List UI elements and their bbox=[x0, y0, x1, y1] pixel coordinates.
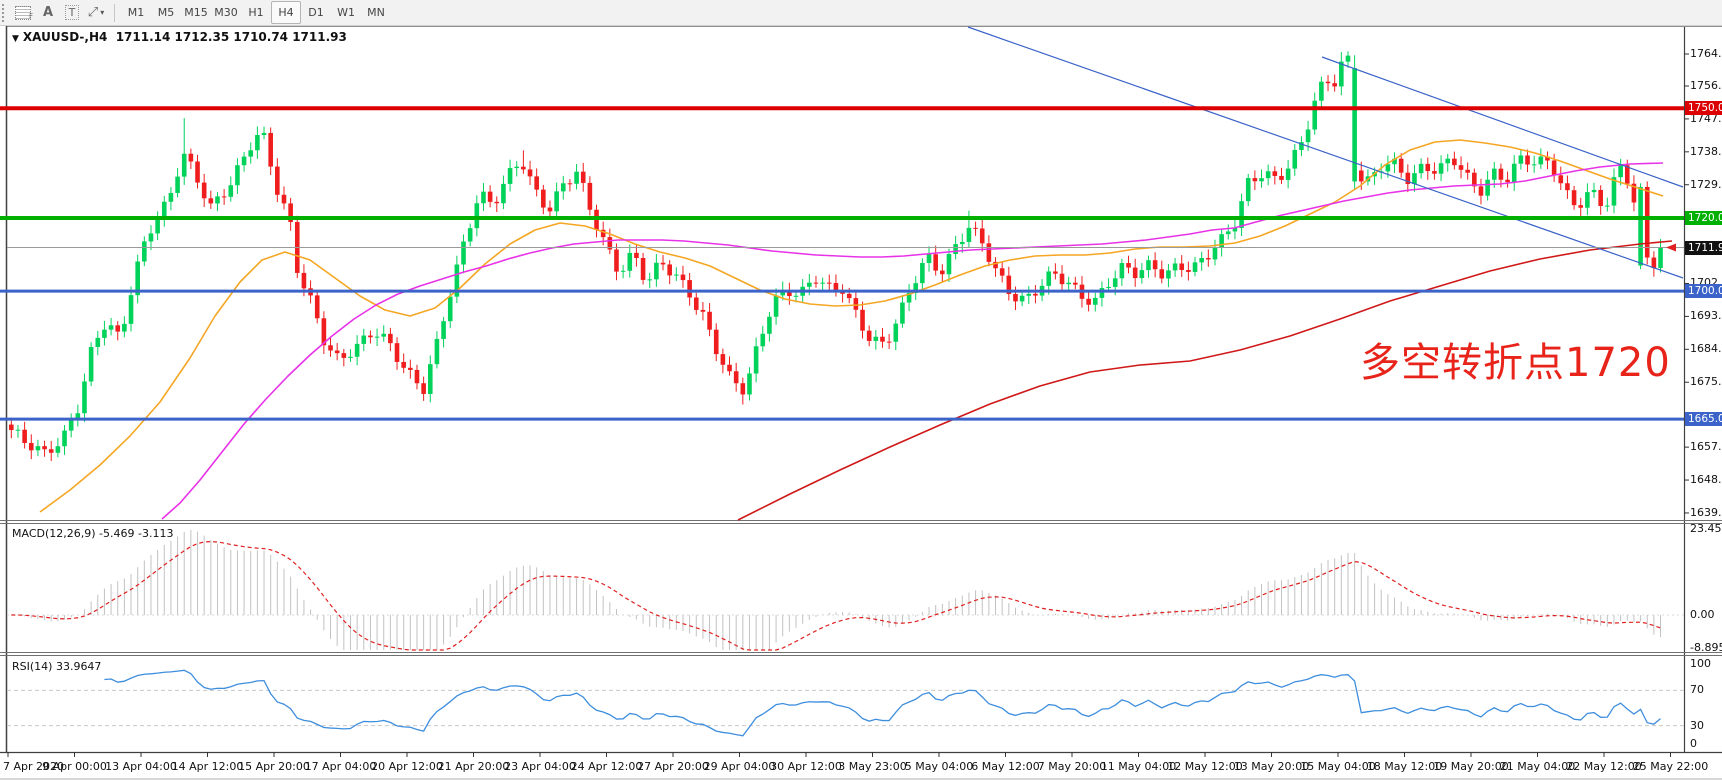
time-axis-label: 3 May 23:00 bbox=[838, 760, 907, 773]
time-axis-label: 14 Apr 12:00 bbox=[171, 760, 244, 773]
time-axis-label: 11 May 04:00 bbox=[1100, 760, 1177, 773]
time-axis-label: 21 Apr 20:00 bbox=[437, 760, 510, 773]
macd-axis-label: 0.00 bbox=[1690, 608, 1715, 621]
time-axis-label: 15 Apr 20:00 bbox=[238, 760, 310, 773]
time-axis-label: 20 Apr 12:00 bbox=[371, 760, 443, 773]
axis-ticks bbox=[7, 53, 1689, 757]
timeframe-button-m1[interactable]: M1 bbox=[127, 6, 145, 19]
time-axis-label: 27 Apr 20:00 bbox=[637, 760, 709, 773]
time-axis-label: 30 Apr 12:00 bbox=[770, 760, 842, 773]
macd-axis-label: 23.457 bbox=[1690, 522, 1722, 535]
time-axis-label: 5 May 04:00 bbox=[904, 760, 974, 773]
timeframe-button-mn[interactable]: MN bbox=[367, 6, 385, 19]
timeframe-button-m15[interactable]: M15 bbox=[184, 6, 208, 19]
timeframe-button-h1[interactable]: H1 bbox=[248, 6, 264, 19]
price-tick-label: 1648.35 bbox=[1690, 473, 1722, 487]
price-level-badge: 1750.00 bbox=[1685, 101, 1722, 116]
time-axis-label: 29 Apr 04:00 bbox=[703, 760, 776, 773]
chart-title[interactable]: ▼ XAUUSD-,H4 1711.14 1712.35 1710.74 1711… bbox=[12, 30, 347, 44]
price-level-badge: 1720.00 bbox=[1685, 211, 1722, 226]
text-label-icon[interactable]: A bbox=[42, 5, 54, 20]
timeframe-buttons: M1 M5 M15 M30 H1 H4 D1 W1 MN bbox=[121, 1, 391, 24]
timeframe-button-m30[interactable]: M30 bbox=[214, 6, 238, 19]
time-axis-label: 23 Apr 04:00 bbox=[504, 760, 576, 773]
time-axis-label: 7 May 20:00 bbox=[1037, 760, 1107, 773]
text-tool-icon[interactable]: T bbox=[60, 2, 84, 23]
toolbar-separator bbox=[114, 3, 115, 22]
rsi-axis-label: 70 bbox=[1690, 683, 1704, 697]
price-level-badge: 1665.00 bbox=[1685, 412, 1722, 427]
candlesticks[interactable] bbox=[9, 51, 1663, 462]
time-axis-label: 18 May 12:00 bbox=[1366, 760, 1443, 773]
time-axis-label: 13 Apr 04:00 bbox=[105, 760, 177, 773]
time-axis-label: 6 May 12:00 bbox=[971, 760, 1040, 773]
price-tick-label: 1639.35 bbox=[1690, 505, 1722, 519]
macd-label: MACD(12,26,9) -5.469 -3.113 bbox=[12, 527, 174, 540]
price-tick-label: 1657.35 bbox=[1690, 440, 1722, 454]
time-axis-label: 12 May 12:00 bbox=[1167, 760, 1243, 773]
ohlc-readout: 1711.14 1712.35 1710.74 1711.93 bbox=[115, 30, 347, 44]
time-axis-label: 17 Apr 04:00 bbox=[304, 760, 377, 773]
moving-average-lines[interactable] bbox=[39, 139, 1673, 521]
rsi-axis-label: 30 bbox=[1690, 718, 1704, 732]
time-axis-label: 9 Apr 00:00 bbox=[42, 760, 107, 773]
price-level-badge: 1700.00 bbox=[1685, 284, 1722, 299]
chevron-down-icon[interactable]: ▾ bbox=[100, 8, 105, 17]
macd-indicator[interactable] bbox=[7, 530, 1684, 651]
timeframe-button-h4[interactable]: H4 bbox=[271, 1, 301, 24]
price-tick-label: 1684.10 bbox=[1690, 342, 1722, 356]
rsi-label: RSI(14) 33.9647 bbox=[12, 660, 102, 673]
price-tick-label: 1693.10 bbox=[1690, 309, 1722, 323]
time-axis-label: 21 May 04:00 bbox=[1499, 760, 1576, 773]
price-tick-label: 1729.10 bbox=[1690, 177, 1722, 191]
timeframe-button-d1[interactable]: D1 bbox=[308, 6, 324, 19]
timeframe-button-m5[interactable]: M5 bbox=[157, 6, 175, 19]
symbol-period-label: XAUUSD-,H4 bbox=[22, 30, 108, 44]
drawn-lines[interactable] bbox=[0, 26, 1684, 421]
rsi-indicator[interactable] bbox=[7, 669, 1684, 737]
cursor-arrows-icon[interactable]: ⤢ ▾ bbox=[87, 5, 105, 20]
price-tick-label: 1738.10 bbox=[1690, 144, 1722, 158]
timeframe-button-w1[interactable]: W1 bbox=[337, 6, 355, 19]
current-price-badge: 1711.93 bbox=[1685, 240, 1722, 255]
macd-axis-label: -8.895 bbox=[1690, 641, 1722, 654]
pattern-grid-icon[interactable]: F bbox=[12, 2, 36, 23]
price-tick-label: 1756.10 bbox=[1690, 79, 1722, 92]
rsi-axis-label: 100 bbox=[1690, 657, 1711, 670]
time-axis-label: 24 Apr 12:00 bbox=[570, 760, 643, 773]
price-tick-label: 1764.85 bbox=[1690, 47, 1722, 60]
rsi-axis-label: 0 bbox=[1690, 737, 1697, 750]
time-axis-label: 22 May 12:00 bbox=[1566, 760, 1642, 773]
panel-borders bbox=[0, 26, 1722, 780]
toolbar-grip[interactable] bbox=[2, 3, 8, 22]
time-axis-label: 25 May 22:00 bbox=[1632, 760, 1709, 773]
time-axis-label: 19 May 20:00 bbox=[1433, 760, 1509, 773]
chart-dropdown-icon[interactable]: ▼ bbox=[12, 34, 19, 44]
time-axis-label: 15 May 04:00 bbox=[1300, 760, 1376, 773]
time-axis-label: 7 Apr 2020 bbox=[3, 760, 65, 773]
price-annotation-text: 多空转折点1720 bbox=[1360, 340, 1671, 386]
time-axis-label: 13 May 20:00 bbox=[1233, 760, 1310, 773]
price-tick-label: 1675.10 bbox=[1690, 375, 1722, 389]
timeframe-toolbar: F A T ⤢ ▾ M1 M5 M15 M30 H1 H4 D1 W1 MN bbox=[0, 0, 1722, 26]
